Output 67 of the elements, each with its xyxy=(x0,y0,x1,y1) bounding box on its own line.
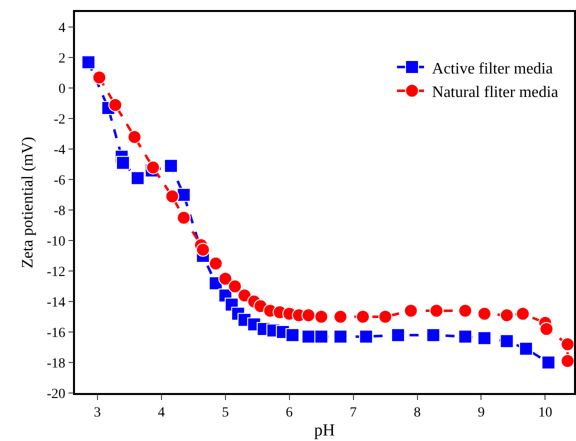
y-tick-label: 2 xyxy=(58,52,66,67)
point xyxy=(519,342,534,356)
point xyxy=(378,310,392,324)
point xyxy=(477,331,492,346)
point xyxy=(500,334,514,348)
point xyxy=(302,330,316,344)
point xyxy=(228,279,242,294)
point xyxy=(560,354,574,368)
point xyxy=(429,304,444,318)
y-tick-label: -10 xyxy=(46,234,66,250)
point xyxy=(333,330,348,344)
point xyxy=(176,210,191,225)
y-tick-label: -12 xyxy=(46,264,66,280)
y-tick-label: -14 xyxy=(46,295,66,310)
point xyxy=(128,130,142,144)
y-tick-label: 0 xyxy=(58,82,66,98)
y-tick-label: -8 xyxy=(54,204,66,220)
x-tick-label: 4 xyxy=(158,406,165,421)
point xyxy=(560,337,574,352)
point xyxy=(108,98,122,112)
point xyxy=(391,328,406,342)
y-tick-label: 4 xyxy=(58,21,66,36)
x-tick-label: 10 xyxy=(538,406,552,421)
x-tick-label: 6 xyxy=(286,406,293,421)
point xyxy=(165,189,180,204)
y-tick-label: -20 xyxy=(46,386,66,402)
point xyxy=(333,310,348,324)
point xyxy=(130,171,145,186)
point xyxy=(208,256,223,270)
point xyxy=(404,304,418,318)
point xyxy=(81,55,96,70)
point xyxy=(458,330,472,344)
point xyxy=(359,330,374,344)
x-tick-label: 7 xyxy=(350,406,357,421)
point xyxy=(176,188,191,202)
y-axis-title: Zeta potiential (mV) xyxy=(20,136,36,268)
point xyxy=(92,70,106,85)
point xyxy=(286,328,300,342)
point xyxy=(314,330,328,344)
point xyxy=(516,306,530,321)
point xyxy=(196,242,210,257)
point xyxy=(477,306,492,321)
y-tick-label: -4 xyxy=(54,143,66,158)
point xyxy=(302,308,316,322)
x-tick-label: 5 xyxy=(222,406,229,421)
y-tick-label: -2 xyxy=(54,112,66,128)
legend-label: Active filter media xyxy=(432,60,553,78)
point xyxy=(500,308,514,322)
point xyxy=(116,156,130,170)
x-tick-label: 3 xyxy=(94,406,101,421)
point xyxy=(539,322,554,336)
point xyxy=(218,272,232,286)
y-tick-label: -6 xyxy=(54,174,66,189)
x-tick-label: 8 xyxy=(414,406,421,421)
y-tick-label: -18 xyxy=(46,356,66,372)
legend-label: Natural fliter media xyxy=(432,84,558,102)
point xyxy=(238,288,252,302)
point xyxy=(426,328,440,342)
point xyxy=(146,160,160,174)
x-tick-label: 9 xyxy=(478,406,485,421)
point xyxy=(164,158,178,173)
x-axis-title: pH xyxy=(314,420,335,440)
point xyxy=(314,310,328,324)
y-tick-label: -16 xyxy=(46,326,66,341)
point xyxy=(356,310,370,324)
point xyxy=(541,356,556,370)
point xyxy=(458,304,472,318)
